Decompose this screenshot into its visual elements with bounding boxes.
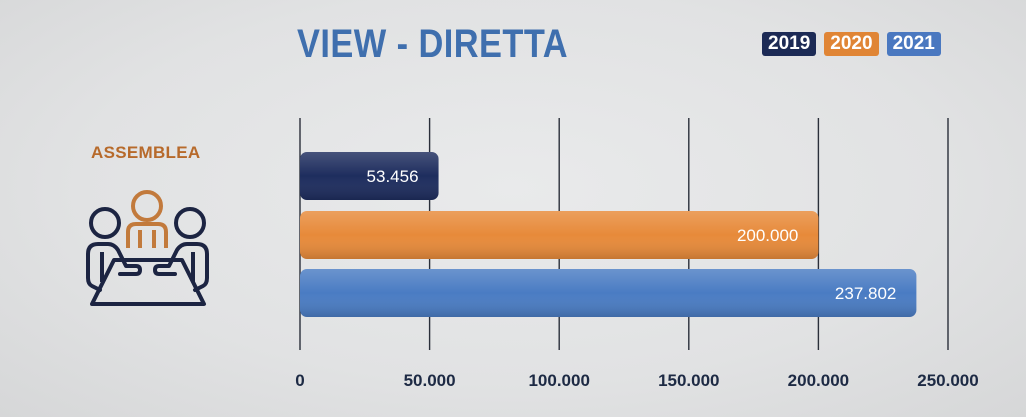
bar-shading [300,152,439,200]
legend-item-2020: 2020 [824,32,879,56]
x-tick-label: 200.000 [788,371,849,390]
bar-2020: 200.000 [300,211,819,259]
x-tick-label: 150.000 [658,371,719,390]
legend-item-2019: 2019 [762,32,817,56]
bar-shading [300,269,917,317]
category-label-assemblea: ASSEMBLEA [91,143,201,162]
x-tick-label: 100.000 [528,371,589,390]
bar-2021: 237.802 [300,269,917,317]
x-tick-label: 0 [295,371,304,390]
bar-value-label: 237.802 [835,284,896,303]
bars: 53.456 200.000 237.802 [300,152,917,317]
x-axis-ticks: 0 50.000 100.000 150.000 200.000 250.000 [295,371,978,390]
bar-value-label: 200.000 [737,226,798,245]
legend-item-2021: 2021 [886,32,941,56]
bar-2019: 53.456 [300,152,439,200]
legend: 2019 2020 2021 [762,32,941,56]
bar-value-label: 53.456 [367,167,419,186]
bar-shading [300,211,819,259]
chart-title: VIEW - DIRETTA [297,22,569,66]
x-tick-label: 50.000 [404,371,456,390]
x-tick-label: 250.000 [917,371,978,390]
meeting-table-icon [86,190,209,306]
